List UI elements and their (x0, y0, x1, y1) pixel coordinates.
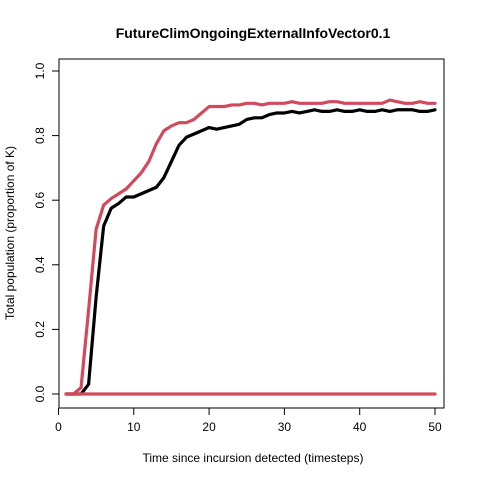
x-tick-label: 20 (202, 420, 216, 434)
y-tick-label: 0.0 (33, 385, 47, 402)
series-layer (64, 98, 437, 396)
y-axis: 0.0 0.2 0.4 0.6 0.8 1.0 (33, 62, 60, 402)
series-line-1 (64, 108, 437, 396)
x-tick-label: 40 (353, 420, 367, 434)
x-tick-label: 50 (428, 420, 442, 434)
series-line-2 (64, 98, 437, 396)
y-tick-label: 1.0 (33, 62, 47, 79)
y-tick-label: 0.6 (33, 192, 47, 209)
x-axis-label: Time since incursion detected (timesteps… (143, 451, 364, 465)
x-axis: 0 10 20 30 40 50 (55, 407, 442, 434)
x-tick-label: 10 (127, 420, 141, 434)
x-tick-label: 30 (278, 420, 292, 434)
y-axis-label: Total population (proportion of K) (3, 146, 17, 320)
y-tick-label: 0.2 (33, 321, 47, 338)
chart-title: FutureClimOngoingExternalInfoVector0.1 (116, 25, 391, 41)
x-tick-label: 0 (55, 420, 62, 434)
y-tick-label: 0.8 (33, 127, 47, 144)
y-tick-label: 0.4 (33, 256, 47, 273)
